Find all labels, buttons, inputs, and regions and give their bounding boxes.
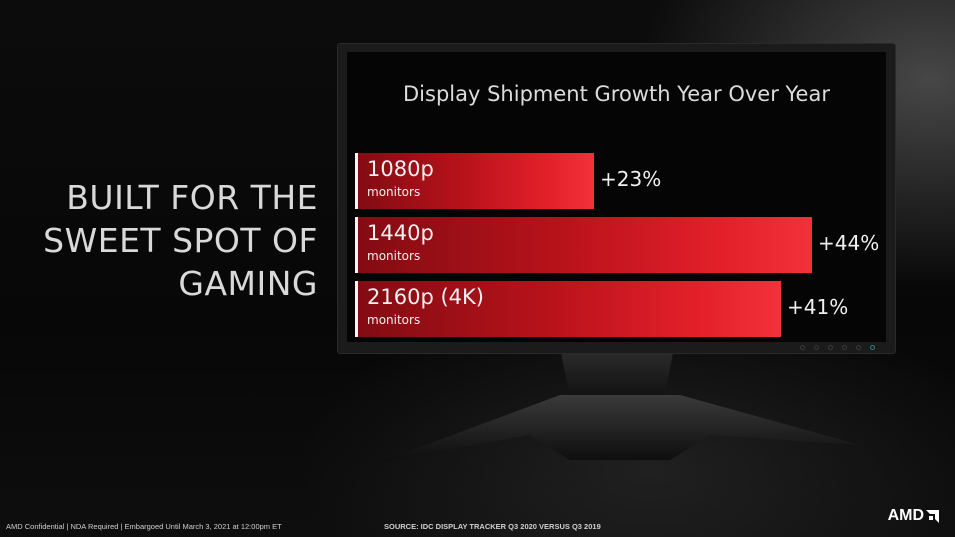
confidential-notice: AMD Confidential | NDA Required | Embarg… bbox=[6, 522, 282, 531]
monitor-neck bbox=[561, 353, 673, 398]
bar-subtitle-label: monitors bbox=[367, 249, 421, 263]
headline-line-1: BUILT FOR THE bbox=[66, 178, 318, 217]
bar-value-label: +41% bbox=[787, 295, 849, 319]
headline-line-2: SWEET SPOT OF bbox=[43, 221, 318, 260]
amd-logo: AMD bbox=[888, 507, 939, 525]
bezel-button-icon bbox=[814, 345, 819, 350]
bar-subtitle-label: monitors bbox=[367, 313, 421, 327]
source-note: SOURCE: IDC DISPLAY TRACKER Q3 2020 VERS… bbox=[384, 522, 601, 531]
bar-subtitle-label: monitors bbox=[367, 185, 421, 199]
bar-category-label: 2160p (4K) bbox=[367, 285, 484, 309]
bezel-button-icon bbox=[842, 345, 847, 350]
bar-category-label: 1080p bbox=[367, 157, 434, 181]
bar-value-label: +44% bbox=[818, 231, 880, 255]
bezel-button-icon bbox=[800, 345, 805, 350]
logo-text: AMD bbox=[887, 507, 924, 524]
bar-category-label: 1440p bbox=[367, 221, 434, 245]
bar-value-label: +23% bbox=[600, 167, 662, 191]
chart-title: Display Shipment Growth Year Over Year bbox=[403, 82, 830, 106]
monitor-screen: Display Shipment Growth Year Over Year 1… bbox=[347, 52, 886, 342]
monitor-stand bbox=[380, 395, 860, 462]
monitor: Display Shipment Growth Year Over Year 1… bbox=[338, 44, 895, 353]
bezel-button-icon bbox=[856, 345, 861, 350]
bar: 1080p monitors bbox=[355, 153, 594, 209]
power-led-icon bbox=[870, 345, 875, 350]
headline-line-3: GAMING bbox=[178, 264, 318, 303]
bezel-button-icon bbox=[828, 345, 833, 350]
bar: 2160p (4K) monitors bbox=[355, 281, 781, 337]
slide-headline: BUILT FOR THE SWEET SPOT OF GAMING bbox=[43, 176, 318, 305]
amd-arrow-icon bbox=[926, 509, 939, 523]
bezel-buttons bbox=[800, 342, 875, 353]
bar: 1440p monitors bbox=[355, 217, 812, 273]
bar-chart: 1080p monitors +23% 1440p monitors +44% 2160p … bbox=[355, 153, 886, 343]
